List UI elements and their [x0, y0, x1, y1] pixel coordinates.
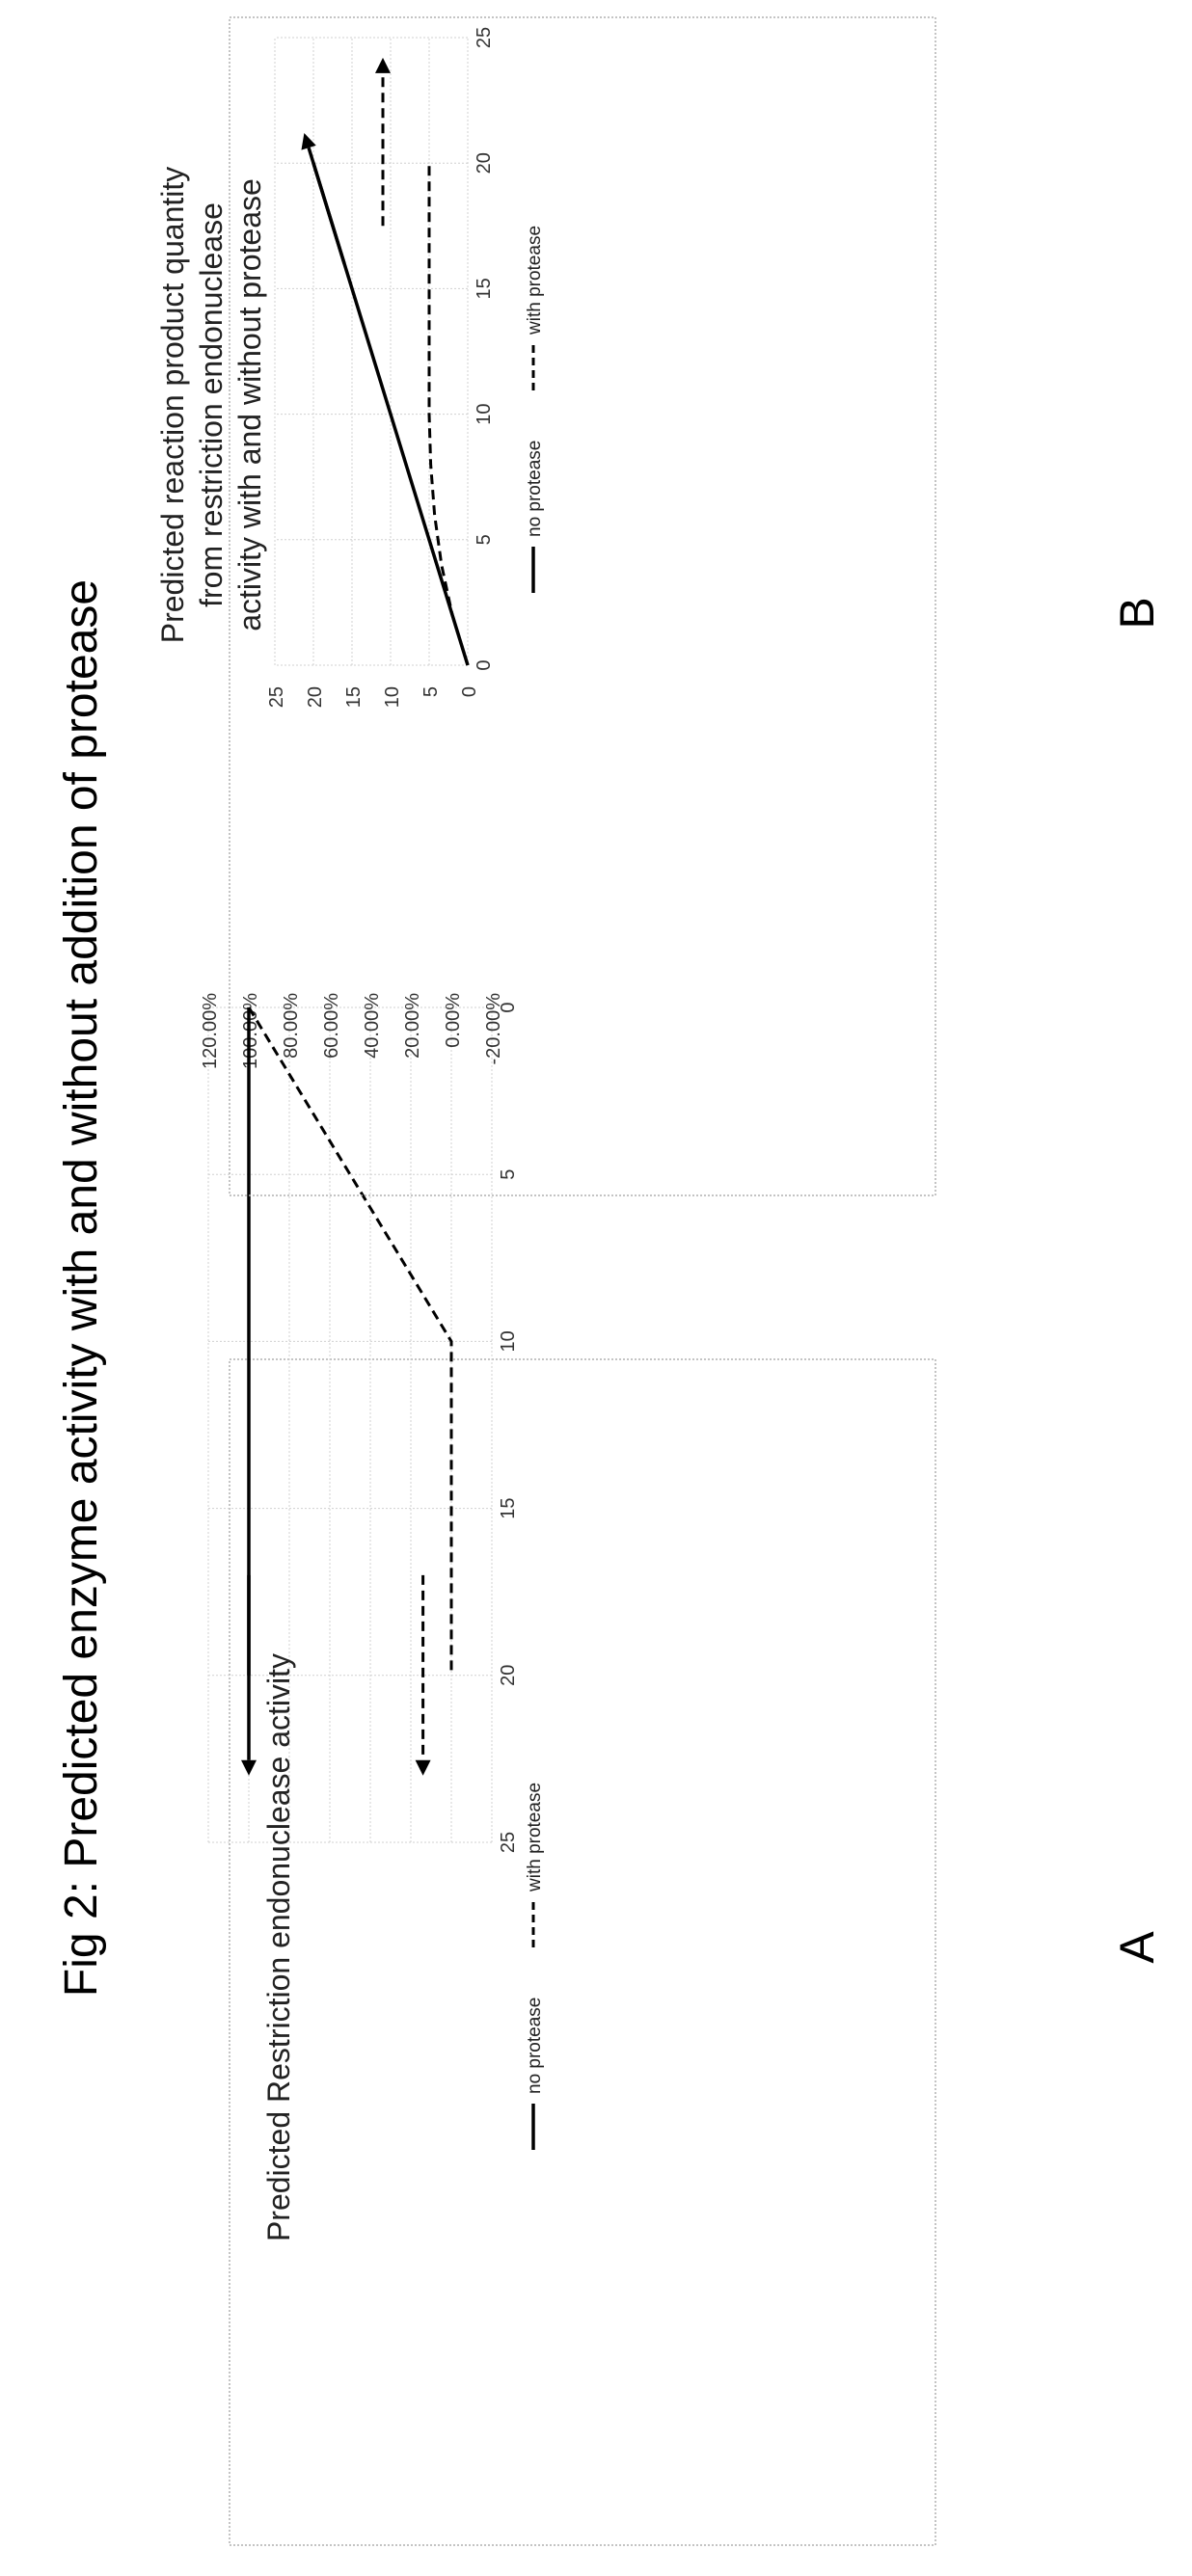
series-line-with-protease [247, 1006, 453, 1676]
panel-a-grid [207, 1006, 493, 1843]
panel-a-arrows [241, 1574, 431, 1776]
legend-label-no-protease: no protease [525, 441, 545, 537]
y-tick-label: 20.00% [402, 993, 423, 1059]
x-tick-label: 5 [474, 534, 495, 545]
panel-b-legend: no protease with protease [525, 226, 545, 593]
panel-a-x-tick-labels: 0 5 10 15 20 25 [498, 1002, 519, 1853]
y-tick-label: 40.00% [362, 993, 383, 1059]
panel-a: Predicted Restriction endonuclease activ… [200, 993, 1164, 2546]
x-tick-label: 25 [498, 1832, 519, 1853]
y-tick-label: 120.00% [200, 993, 221, 1069]
y-tick-label: -20.00% [483, 993, 504, 1065]
x-tick-label: 15 [474, 278, 495, 299]
y-tick-label: 0 [459, 686, 480, 697]
series-line-with-protease [427, 163, 470, 666]
panel-a-chart-title: Predicted Restriction endonuclease activ… [261, 1653, 296, 2241]
x-tick-label: 10 [474, 403, 495, 424]
arrow-solid [307, 147, 346, 264]
y-tick-label: 10 [382, 686, 403, 708]
x-tick-label: 15 [498, 1497, 519, 1518]
arrow-head [301, 132, 316, 150]
y-tick-label: 60.00% [321, 993, 342, 1059]
chart-title-line: Predicted reaction product quantity [155, 167, 190, 644]
y-tick-label: 15 [343, 686, 365, 708]
x-tick-label: 0 [474, 659, 495, 670]
x-tick-label: 20 [474, 152, 495, 174]
x-tick-label: 10 [498, 1330, 519, 1352]
panel-b-chart-title: Predicted reaction product quantity from … [155, 167, 267, 644]
arrow-head [241, 1759, 257, 1776]
chart-title-line: from restriction endonuclease [194, 202, 229, 607]
chart-title-line: activity with and without protease [232, 178, 267, 631]
x-tick-label: 20 [498, 1665, 519, 1686]
panel-b-arrows [301, 57, 391, 264]
y-tick-label: 100.00% [240, 993, 261, 1069]
legend-label-with-protease: with protease [525, 226, 545, 335]
panel-a-frame [229, 1358, 936, 2546]
panel-b: Predicted reaction product quantity from … [155, 16, 1164, 1196]
y-tick-label: 0.00% [443, 993, 464, 1048]
panel-b-frame [229, 16, 936, 1196]
legend-label-no-protease: no protease [525, 1998, 545, 2094]
x-tick-label: 25 [474, 27, 495, 48]
arrow-head [415, 1759, 431, 1776]
y-tick-label: 25 [266, 686, 287, 708]
y-tick-label: 80.00% [281, 993, 302, 1059]
panel-b-y-tick-labels: 25 20 15 10 5 0 [266, 686, 480, 708]
panel-label-a: A [1110, 1931, 1164, 1964]
panel-b-grid [274, 37, 469, 666]
arrow-head [375, 57, 391, 73]
panel-a-y-tick-labels: 120.00% 100.00% 80.00% 60.00% 40.00% 20.00% 0.… [200, 993, 504, 1069]
y-tick-label: 20 [305, 686, 326, 708]
y-tick-label: 5 [420, 686, 442, 697]
panel-b-x-tick-labels: 0 5 10 15 20 25 [474, 27, 495, 671]
panel-label-b: B [1110, 597, 1164, 629]
x-tick-label: 0 [498, 1002, 519, 1012]
panel-a-series [247, 1006, 453, 1676]
figure-title: Fig 2: Predicted enzyme activity with an… [56, 579, 107, 1997]
panel-a-legend: no protease with protease [525, 1783, 545, 2150]
x-tick-label: 5 [498, 1169, 519, 1180]
legend-label-with-protease: with protease [525, 1783, 545, 1892]
